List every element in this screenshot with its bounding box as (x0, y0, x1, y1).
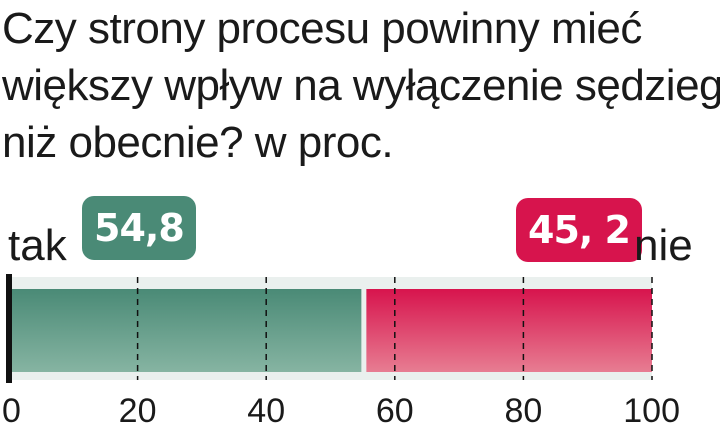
yes-value-badge: 54,8 (82, 196, 196, 260)
no-value-badge: 45, 2 (516, 198, 642, 262)
tick-label-40: 40 (247, 392, 285, 430)
tick-label-0: 0 (2, 392, 21, 430)
tick-label-20: 20 (119, 392, 157, 430)
bar-no (366, 289, 652, 372)
title-line-3: niż obecnie? w proc. (2, 118, 394, 167)
title-line-2: większy wpływ na wyłączenie sędziego (2, 61, 720, 110)
tick-label-80: 80 (504, 392, 542, 430)
tick-label-100: 100 (623, 392, 680, 430)
yes-label: tak (8, 221, 67, 270)
tick-label-60: 60 (376, 392, 414, 430)
bar-yes (9, 289, 362, 372)
chart-title: Czy strony procesu powinny mieć większy … (2, 0, 720, 171)
no-label: nie (634, 221, 693, 270)
title-line-1: Czy strony procesu powinny mieć (2, 4, 642, 53)
